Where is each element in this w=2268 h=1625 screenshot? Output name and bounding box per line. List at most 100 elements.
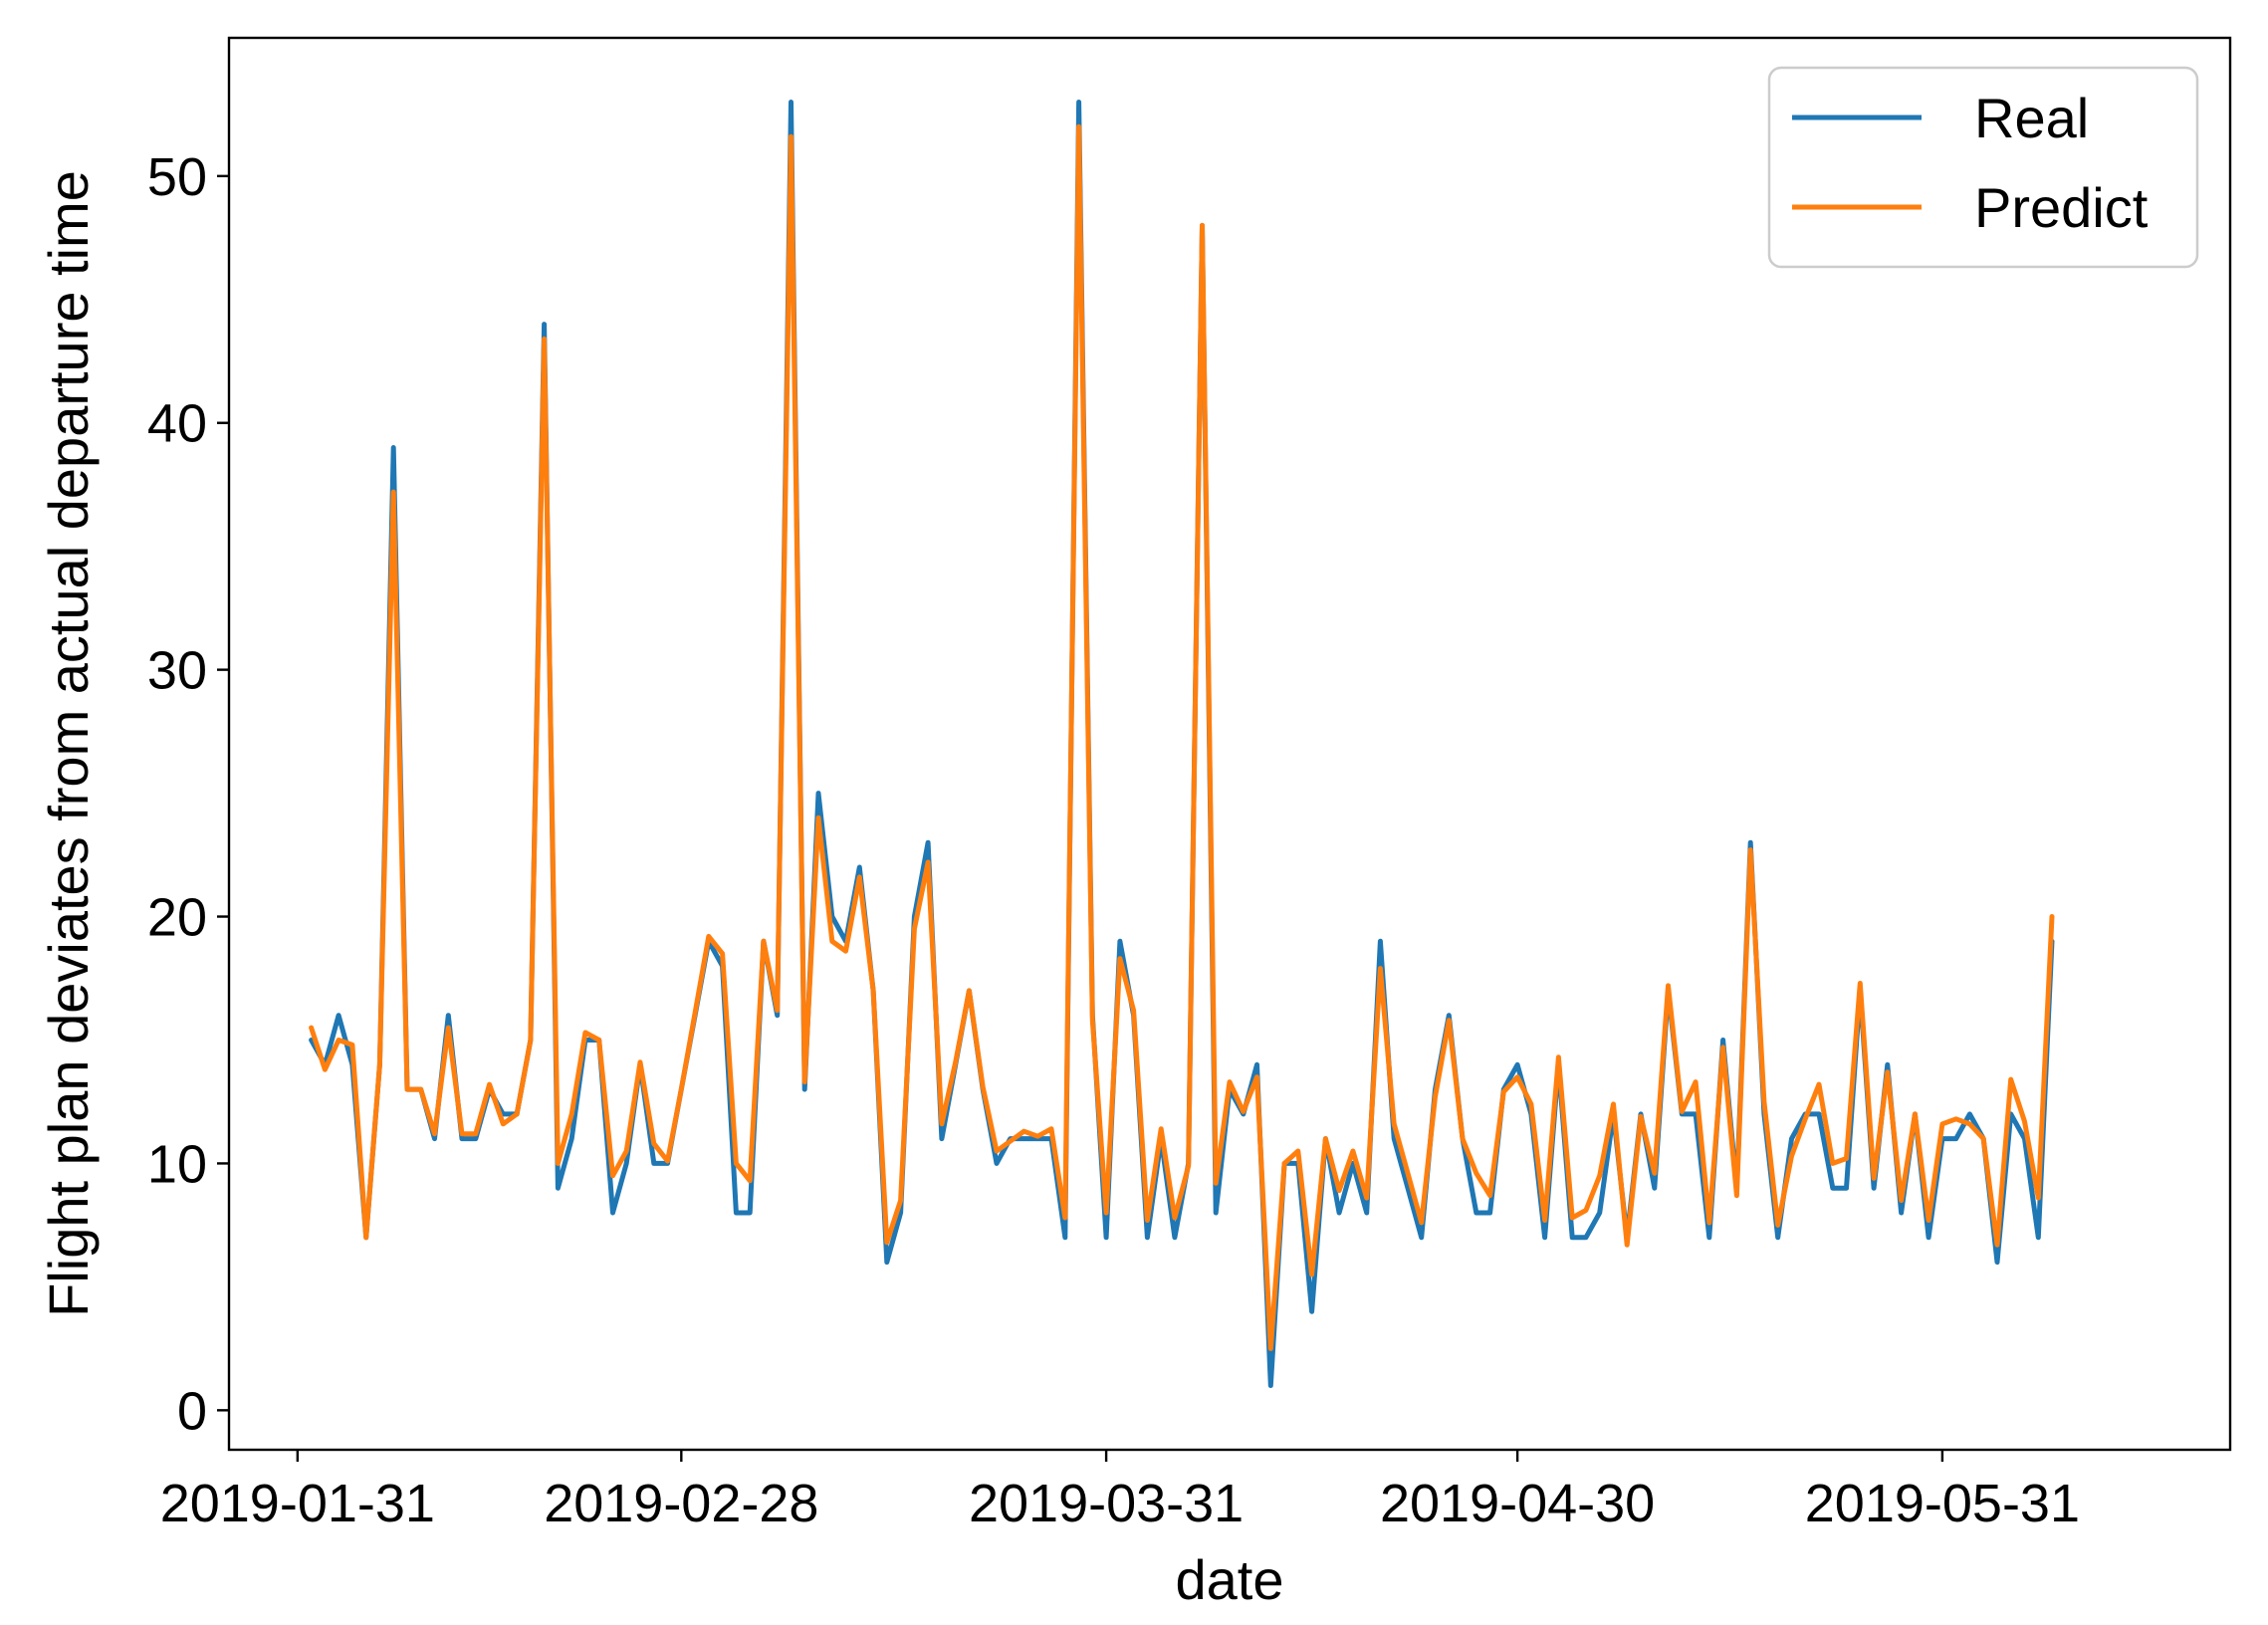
- data-point-predict: [1447, 1018, 1452, 1023]
- data-point-predict: [1706, 1220, 1711, 1225]
- data-point-real: [1378, 939, 1383, 944]
- data-point-predict: [1228, 1079, 1233, 1084]
- data-point-predict: [1076, 124, 1081, 129]
- data-point-predict: [1295, 1149, 1300, 1154]
- data-point-predict: [1474, 1171, 1478, 1176]
- series-layer: [309, 100, 2055, 1388]
- data-point-real: [651, 1161, 656, 1166]
- x-tick-label: 2019-01-31: [160, 1474, 435, 1533]
- data-point-predict: [720, 951, 725, 956]
- data-point-real: [1309, 1309, 1314, 1314]
- data-point-real: [1515, 1062, 1520, 1067]
- data-point-predict: [582, 1031, 587, 1036]
- data-point-real: [1254, 1062, 1259, 1067]
- data-point-predict: [405, 1087, 410, 1092]
- data-point-predict: [1817, 1082, 1822, 1087]
- x-tick-label: 2019-05-31: [1805, 1474, 2080, 1533]
- data-point-predict: [1899, 1198, 1904, 1203]
- data-point-predict: [734, 1161, 739, 1166]
- data-point-real: [939, 1136, 944, 1141]
- data-point-predict: [926, 860, 931, 865]
- data-point-predict: [761, 939, 766, 944]
- data-point-real: [569, 1136, 574, 1141]
- data-point-predict: [1159, 1126, 1164, 1131]
- x-tick-label: 2019-04-30: [1380, 1474, 1655, 1533]
- data-point-predict: [446, 1026, 451, 1031]
- data-point-real: [1720, 1038, 1725, 1043]
- data-point-predict: [528, 1038, 533, 1043]
- x-axis-title: date: [1176, 1548, 1284, 1611]
- data-point-predict: [1830, 1161, 1835, 1166]
- data-point-real: [337, 1013, 341, 1018]
- data-point-real: [748, 1211, 753, 1216]
- data-point-real: [1583, 1235, 1588, 1240]
- data-point-predict: [884, 1240, 889, 1245]
- data-point-real: [460, 1136, 465, 1141]
- data-point-predict: [1761, 1099, 1766, 1104]
- data-point-predict: [1515, 1074, 1520, 1079]
- data-point-predict: [1597, 1173, 1602, 1178]
- data-point-predict: [487, 1082, 492, 1087]
- data-point-real: [1570, 1235, 1575, 1240]
- data-point-predict: [515, 1111, 520, 1116]
- data-point-real: [789, 100, 794, 105]
- data-point-real: [775, 1013, 780, 1018]
- data-point-real: [1419, 1235, 1424, 1240]
- x-tick-label: 2019-02-28: [544, 1474, 818, 1533]
- data-point-predict: [1967, 1121, 1972, 1126]
- data-point-predict: [857, 874, 862, 879]
- data-point-predict: [624, 1149, 629, 1154]
- data-point-predict: [1117, 956, 1122, 961]
- data-point-predict: [871, 988, 876, 993]
- data-point-predict: [1625, 1243, 1630, 1248]
- data-point-predict: [1200, 223, 1205, 228]
- data-point-predict: [1433, 1094, 1438, 1099]
- data-point-predict: [1734, 1193, 1739, 1198]
- data-point-predict: [898, 1198, 903, 1203]
- data-point-predict: [1858, 981, 1863, 986]
- data-point-predict: [1461, 1136, 1466, 1141]
- data-point-predict: [418, 1087, 423, 1092]
- data-point-predict: [706, 934, 711, 939]
- data-point-predict: [1913, 1111, 1918, 1116]
- data-point-real: [1542, 1235, 1547, 1240]
- data-point-predict: [1035, 1134, 1040, 1139]
- data-point-predict: [1775, 1223, 1780, 1228]
- data-point-predict: [1639, 1114, 1644, 1119]
- data-point-predict: [1021, 1129, 1026, 1134]
- data-point-predict: [1542, 1218, 1547, 1223]
- data-point-predict: [939, 1121, 944, 1126]
- plot-area-frame: [227, 36, 2232, 1452]
- data-point-real: [1268, 1383, 1273, 1388]
- y-axis-title: Flight plan deviates from actual departu…: [37, 170, 100, 1317]
- data-point-predict: [638, 1059, 643, 1064]
- data-point-predict: [1008, 1139, 1013, 1144]
- data-point-real: [1927, 1235, 1931, 1240]
- data-point-predict: [473, 1131, 478, 1136]
- y-tick-label: 30: [147, 641, 207, 701]
- legend: Real Predict: [1767, 66, 2199, 269]
- data-point-real: [1995, 1260, 2000, 1265]
- data-point-real: [1748, 840, 1753, 845]
- data-point-real: [926, 840, 931, 845]
- data-point-real: [1214, 1211, 1219, 1216]
- data-point-real: [857, 865, 862, 870]
- data-point-predict: [1419, 1220, 1424, 1225]
- data-point-real: [1706, 1235, 1711, 1240]
- data-point-real: [1487, 1211, 1492, 1216]
- legend-label-real: Real: [1974, 87, 2089, 149]
- data-point-real: [1172, 1235, 1177, 1240]
- y-tick-label: 10: [147, 1134, 207, 1194]
- data-point-predict: [829, 939, 834, 944]
- data-point-predict: [1090, 1018, 1095, 1023]
- data-point-predict: [2022, 1119, 2027, 1124]
- data-point-real: [432, 1136, 437, 1141]
- data-point-predict: [337, 1038, 341, 1043]
- data-point-predict: [1268, 1346, 1273, 1351]
- data-point-predict: [1694, 1079, 1699, 1084]
- x-tick-label: 2019-03-31: [969, 1474, 1244, 1533]
- data-point-predict: [1556, 1054, 1561, 1059]
- data-point-real: [1789, 1136, 1794, 1141]
- data-point-predict: [1927, 1218, 1931, 1223]
